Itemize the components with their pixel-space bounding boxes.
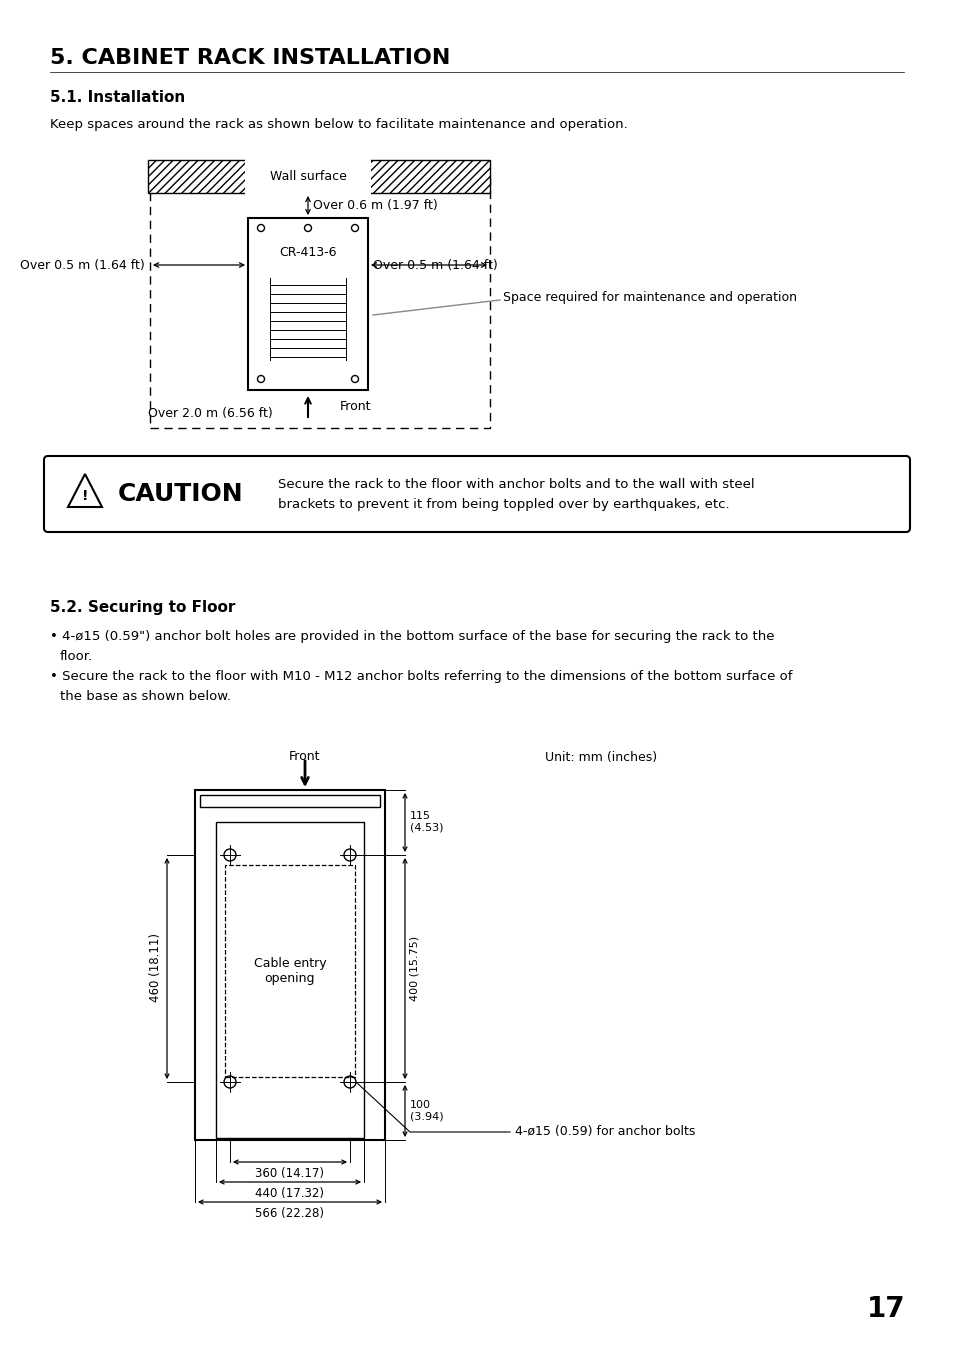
Text: CR-413-6: CR-413-6 [279, 246, 336, 258]
Text: 4-ø15 (0.59) for anchor bolts: 4-ø15 (0.59) for anchor bolts [515, 1125, 695, 1139]
Text: • 4-ø15 (0.59") anchor bolt holes are provided in the bottom surface of the base: • 4-ø15 (0.59") anchor bolt holes are pr… [50, 630, 774, 643]
Text: 440 (17.32): 440 (17.32) [255, 1188, 324, 1200]
Bar [248, 218, 368, 390]
Text: Cable entry
opening: Cable entry opening [253, 957, 326, 985]
Text: Secure the rack to the floor with anchor bolts and to the wall with steel: Secure the rack to the floor with anchor… [277, 478, 754, 490]
Text: Unit: mm (inches): Unit: mm (inches) [544, 751, 657, 765]
Text: Space required for maintenance and operation: Space required for maintenance and opera… [502, 290, 796, 304]
Text: Keep spaces around the rack as shown below to facilitate maintenance and operati: Keep spaces around the rack as shown bel… [50, 118, 627, 131]
Text: 460 (18.11): 460 (18.11) [149, 934, 162, 1002]
Text: 566 (22.28): 566 (22.28) [255, 1206, 324, 1220]
Text: 100
(3.94): 100 (3.94) [410, 1100, 443, 1121]
Text: Over 0.5 m (1.64 ft): Over 0.5 m (1.64 ft) [373, 258, 497, 272]
Text: !: ! [82, 489, 89, 503]
Text: Over 2.0 m (6.56 ft): Over 2.0 m (6.56 ft) [148, 407, 273, 420]
Text: Front: Front [289, 750, 320, 763]
Text: Front: Front [339, 400, 371, 413]
Text: 360 (14.17): 360 (14.17) [255, 1167, 324, 1179]
Text: Wall surface: Wall surface [270, 169, 346, 182]
Text: 5.1. Installation: 5.1. Installation [50, 91, 185, 105]
Text: Over 0.5 m (1.64 ft): Over 0.5 m (1.64 ft) [20, 258, 145, 272]
Text: brackets to prevent it from being toppled over by earthquakes, etc.: brackets to prevent it from being topple… [277, 499, 729, 511]
Bar [215, 821, 364, 1138]
Text: Over 0.6 m (1.97 ft): Over 0.6 m (1.97 ft) [313, 199, 437, 212]
Text: 115
(4.53): 115 (4.53) [410, 811, 443, 832]
Text: 17: 17 [866, 1296, 905, 1323]
Bar [200, 794, 379, 807]
Bar [225, 865, 355, 1077]
Text: 400 (15.75): 400 (15.75) [410, 935, 419, 1001]
Text: CAUTION: CAUTION [118, 482, 243, 507]
Bar [148, 159, 490, 193]
Bar [194, 790, 385, 1140]
Text: • Secure the rack to the floor with M10 - M12 anchor bolts referring to the dime: • Secure the rack to the floor with M10 … [50, 670, 792, 684]
FancyBboxPatch shape [44, 457, 909, 532]
Bar [150, 178, 490, 428]
Text: the base as shown below.: the base as shown below. [60, 690, 231, 703]
Polygon shape [68, 474, 102, 507]
Text: 5. CABINET RACK INSTALLATION: 5. CABINET RACK INSTALLATION [50, 49, 450, 68]
Text: floor.: floor. [60, 650, 93, 663]
Text: 5.2. Securing to Floor: 5.2. Securing to Floor [50, 600, 235, 615]
